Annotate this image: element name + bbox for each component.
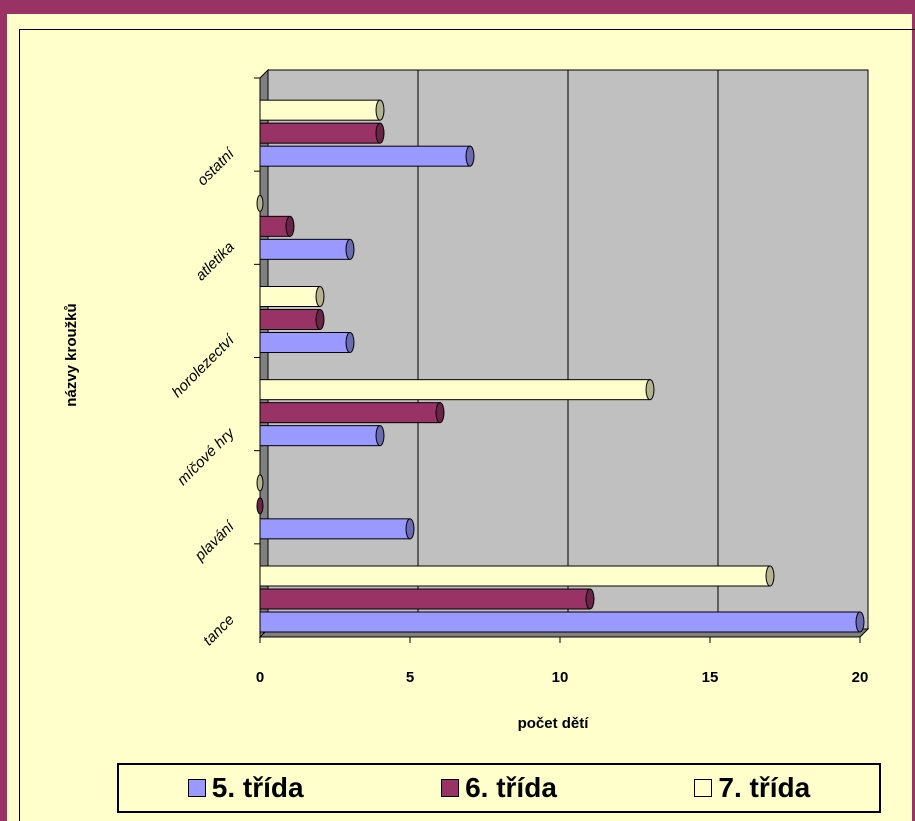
x-axis-title: počet dětí [518,715,590,732]
bar-cap [256,474,264,492]
legend-swatch-6-trida [441,779,460,797]
bar-cap [765,565,775,587]
bar [259,402,441,424]
bar-cap [345,332,355,353]
bar-cap [375,425,385,447]
y-tick-label: tance [200,611,238,649]
x-tick-label: 15 [702,669,719,686]
bar-cap [435,402,445,424]
y-tick-label: ostatní [194,144,239,189]
bar-cap [465,145,475,167]
bar [259,122,381,144]
bar-cap [585,588,595,610]
legend-swatch-5-trida [187,779,206,797]
legend: 5. třída 6. třída 7. třída [117,763,881,813]
bar-cap [375,122,385,144]
legend-swatch-7-trida [694,779,713,797]
bar [259,588,591,610]
bar-cap [855,611,865,633]
legend-label-6-trida: 6. třída [465,772,557,803]
bar [259,238,351,260]
legend-item-5-trida: 5. třída [187,772,304,804]
bar-cap [645,379,655,401]
bar-cap [375,99,385,121]
bar-cap [285,215,295,237]
bar [259,145,471,167]
bar [259,565,771,587]
bar [259,518,411,540]
legend-item-6-trida: 6. třída [441,772,557,804]
y-tick-label: míčové hry [174,424,239,489]
bar [259,425,381,447]
x-tick-label: 10 [552,669,569,686]
x-tick-label: 0 [256,669,264,686]
y-tick-label: plavání [191,517,239,565]
legend-item-7-trida: 7. třída [694,772,810,804]
bar [259,286,321,307]
bar [259,309,321,330]
bar [259,99,381,121]
bar-cap [256,497,264,515]
legend-label-7-trida: 7. třída [718,772,811,803]
y-tick-label: atletika [192,239,238,285]
bar-cap [345,238,355,260]
bar-cap [315,309,325,330]
chart-area-border [19,29,915,821]
bar-cap [405,518,415,540]
x-tick-label: 5 [406,669,414,686]
x-tick-label: 20 [852,669,869,686]
legend-label-5-trida: 5. třída [211,772,304,803]
bar-cap [256,194,264,212]
bar [259,379,651,401]
bar [259,332,351,353]
y-axis-title: názvy kroužků [63,303,80,406]
bar [259,611,861,633]
y-tick-label: horolezectví [169,330,240,401]
bar-cap [315,286,325,307]
